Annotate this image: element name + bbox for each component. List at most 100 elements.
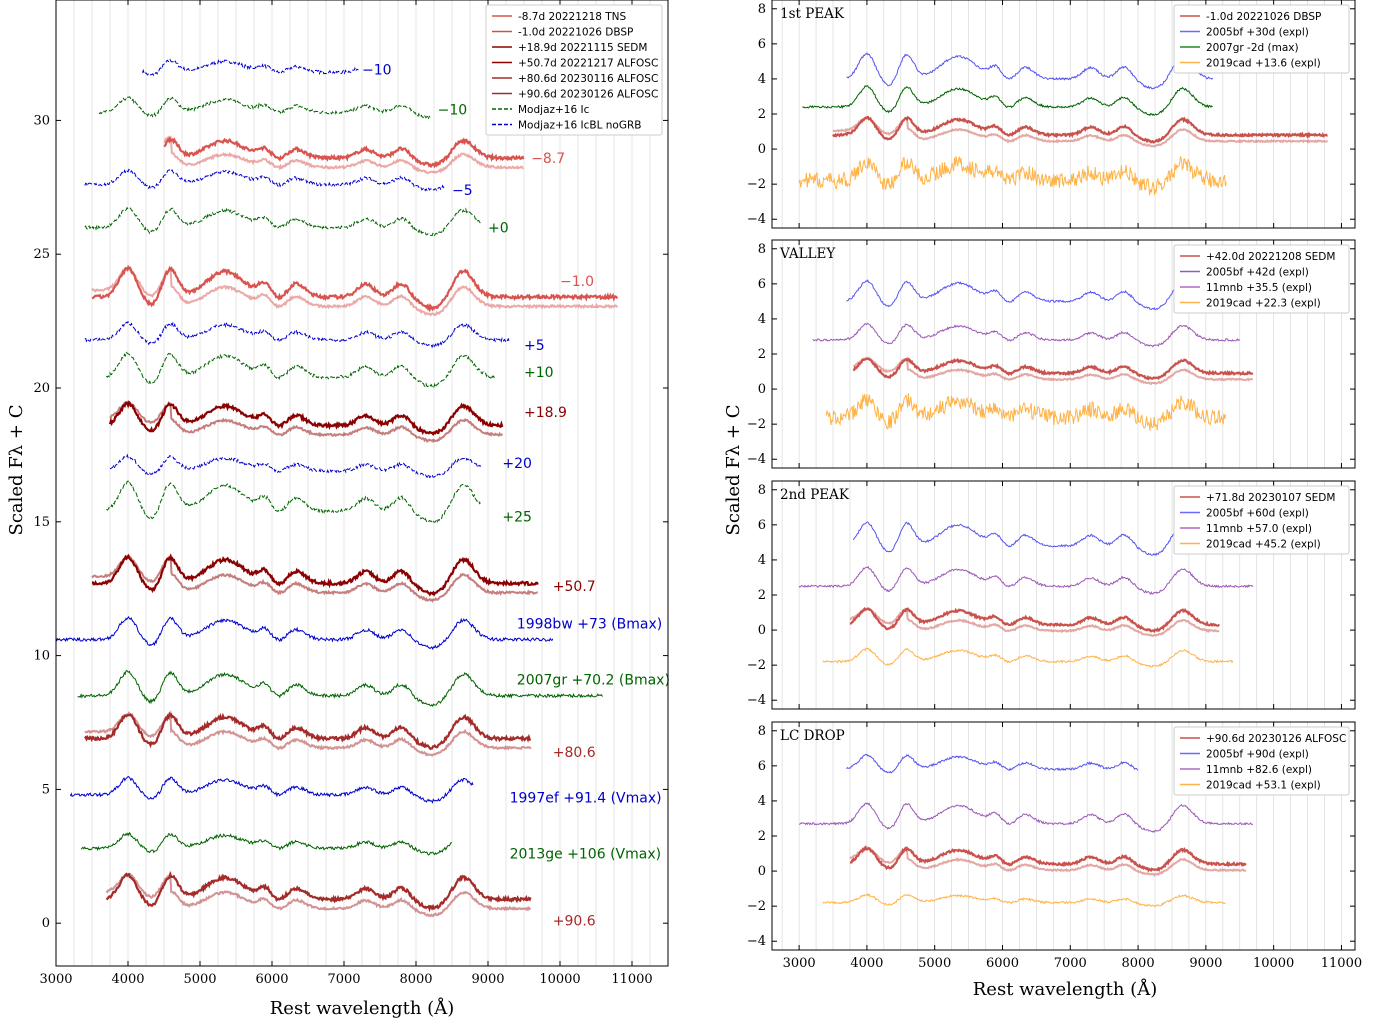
x-tick-label: 7000 — [1054, 956, 1087, 971]
series-label: +20 — [502, 456, 532, 472]
x-tick-label: 4000 — [111, 972, 144, 987]
x-tick-label: 3000 — [783, 956, 816, 971]
spectrum-line-pair — [91, 266, 619, 317]
legend-label: +90.6d 20230126 ALFOSC — [518, 89, 658, 101]
legend-label: 2019cad +22.3 (expl) — [1206, 298, 1321, 310]
legend-label: +42.0d 20221208 SEDM — [1206, 251, 1335, 263]
legend-label: +90.6d 20230126 ALFOSC — [1206, 733, 1346, 745]
y-tick-label: 0 — [42, 916, 50, 931]
spectrum-line — [846, 753, 1139, 774]
x-tick-label: 10000 — [539, 972, 580, 987]
y-tick-label: 4 — [758, 72, 766, 87]
spectrum-line — [77, 669, 604, 708]
spectrum-line — [98, 96, 431, 121]
legend-label: Modjaz+16 IcBL noGRB — [518, 120, 641, 132]
legend-label: 2019cad +53.1 (expl) — [1206, 780, 1321, 792]
right-subpanel: −4 −2 0 2 4 6 8 2nd PEAK +71.8d 20230107 SEDM 200… — [747, 480, 1356, 710]
y-tick-label: 2 — [758, 829, 766, 844]
spectrum-line — [812, 322, 1240, 348]
series-label: 2007gr +70.2 (Bmax) — [517, 673, 670, 689]
legend-label: +50.7d 20221217 ALFOSC — [518, 58, 658, 70]
series-label: −10 — [438, 103, 468, 119]
x-tick-label: 10000 — [1253, 956, 1294, 971]
x-tick-label: 11000 — [1321, 956, 1362, 971]
x-tick-label: 4000 — [850, 956, 883, 971]
spectrum-line — [163, 136, 525, 169]
y-tick-label: 15 — [33, 515, 50, 530]
spectrum-line — [106, 480, 481, 524]
legend-label: Modjaz+16 Ic — [518, 104, 590, 116]
x-tick-label: 6000 — [255, 972, 288, 987]
series-label: +25 — [502, 509, 532, 525]
y-tick-label: 0 — [758, 623, 766, 638]
y-tick-label: 8 — [758, 483, 766, 498]
series-group — [798, 521, 1261, 668]
right-y-axis-label: Scaled Fλ + C — [723, 405, 744, 536]
spectrum-line — [141, 58, 359, 77]
series-label: +90.6 — [553, 914, 596, 930]
y-tick-label: −2 — [747, 658, 766, 673]
series-label: 2013ge +106 (Vmax) — [510, 847, 661, 863]
legend-label: 11mnb +35.5 (expl) — [1206, 282, 1312, 294]
spectrum-line — [91, 553, 539, 597]
right-subpanel: −4 −2 0 2 4 6 8 3000 4000 5000 6000 7000 8000 9000 100… — [747, 721, 1362, 971]
y-tick-label: 20 — [33, 381, 50, 396]
y-tick-label: −2 — [747, 177, 766, 192]
series-label: −1.0 — [560, 274, 594, 290]
spectrum-line — [80, 831, 452, 856]
x-tick-label: 3000 — [39, 972, 72, 987]
spectrum-line-pair — [849, 845, 1247, 877]
legend-box — [1173, 485, 1350, 555]
y-tick-label: −4 — [747, 212, 766, 227]
spectrum-line-pair — [105, 871, 532, 918]
y-tick-label: 30 — [33, 113, 50, 128]
spectrum-line — [105, 870, 532, 913]
y-tick-label: 4 — [758, 312, 766, 327]
left-y-axis-label: Scaled Fλ + C — [6, 405, 27, 536]
legend-label: 2007gr -2d (max) — [1206, 42, 1299, 54]
legend-label: +80.6d 20230116 ALFOSC — [518, 73, 658, 85]
y-tick-label: 6 — [758, 37, 766, 52]
spectrum-line — [852, 357, 1254, 381]
series-label: −5 — [452, 183, 473, 199]
spectrum-line — [84, 320, 510, 349]
y-tick-label: 6 — [758, 759, 766, 774]
panel-title: 1st PEAK — [780, 6, 845, 22]
legend-box — [1173, 726, 1350, 796]
x-tick-label: 8000 — [1122, 956, 1155, 971]
y-tick-label: 8 — [758, 724, 766, 739]
y-tick-label: 8 — [758, 242, 766, 257]
y-tick-label: 2 — [758, 347, 766, 362]
spectrum-line — [846, 52, 1214, 90]
spectrum-line — [849, 606, 1221, 634]
y-tick-label: 25 — [33, 247, 50, 262]
spectrum-line-pair — [853, 356, 1253, 385]
spectrum-line — [799, 802, 1254, 833]
spectrum-line-pair — [163, 135, 524, 175]
axes-frame — [55, 0, 669, 967]
panel-title: VALLEY — [779, 246, 836, 262]
series-label: 1998bw +73 (Bmax) — [517, 616, 662, 632]
y-tick-label: 6 — [758, 518, 766, 533]
right-x-axis-label: Rest wavelength (Å) — [973, 978, 1157, 1000]
legend-label: 2005bf +60d (expl) — [1206, 508, 1309, 520]
y-tick-label: 5 — [42, 782, 50, 797]
legend-label: 11mnb +82.6 (expl) — [1206, 764, 1312, 776]
x-tick-label: 8000 — [399, 972, 432, 987]
series-label: +50.7 — [553, 579, 596, 595]
y-tick-label: 6 — [758, 277, 766, 292]
spectrum-line — [849, 845, 1247, 873]
legend-box — [1173, 244, 1350, 314]
spectrum-line — [69, 775, 474, 804]
right-subpanel: −4 −2 0 2 4 6 8 1st PEAK -1.0d 20221026 DBSP 2005… — [747, 0, 1356, 229]
x-tick-label: 11000 — [611, 972, 652, 987]
y-tick-label: 0 — [758, 142, 766, 157]
y-tick-label: 0 — [758, 382, 766, 397]
series-label: +80.6 — [553, 745, 596, 761]
spectrum-line — [91, 264, 619, 313]
series-label: −10 — [362, 63, 392, 79]
series-label: +18.9 — [524, 405, 567, 421]
spectrum-line-pair — [109, 400, 504, 444]
spectrum-line — [822, 647, 1234, 668]
